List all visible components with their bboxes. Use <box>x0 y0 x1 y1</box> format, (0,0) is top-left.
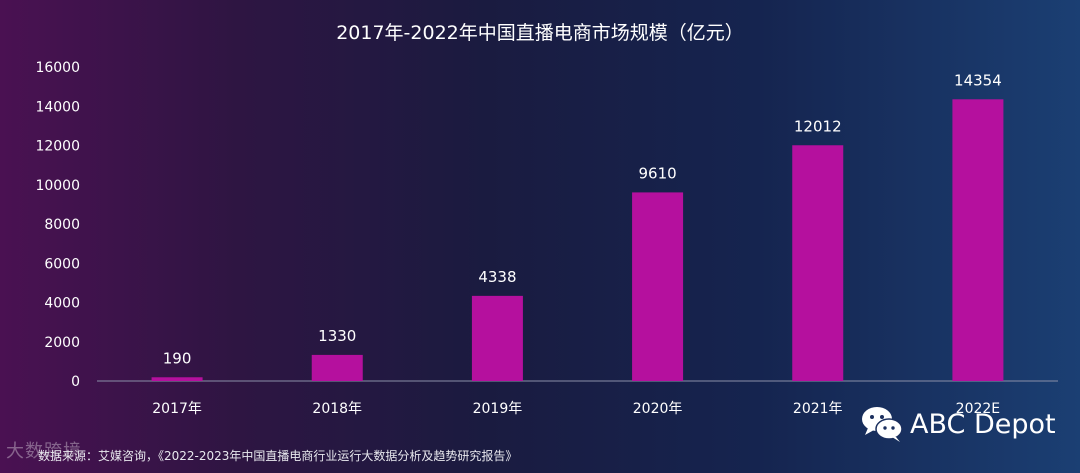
y-tick-label: 8000 <box>44 217 80 233</box>
data-label: 14354 <box>954 71 1002 89</box>
x-tick-label: 2017年 <box>152 401 202 417</box>
data-labels: 190 1330 4338 9610 12012 14354 <box>163 71 1002 367</box>
data-label: 190 <box>163 349 192 367</box>
data-label: 4338 <box>478 268 516 286</box>
bar <box>792 145 844 381</box>
brand: ABC Depot <box>860 404 1056 444</box>
data-label: 1330 <box>318 327 356 345</box>
x-tick-label: 2022E <box>956 401 1000 417</box>
x-axis-ticks: 2017年 2018年 2019年 2020年 2021年 2022E <box>152 401 1000 417</box>
chart-title: 2017年-2022年中国直播电商市场规模（亿元） <box>336 22 744 44</box>
bar <box>471 295 523 381</box>
data-label: 12012 <box>794 117 842 135</box>
y-axis-ticks: 0 2000 4000 6000 8000 10000 12000 14000 16000 <box>35 60 80 390</box>
y-tick-label: 14000 <box>35 99 80 115</box>
x-tick-label: 2021年 <box>793 401 843 417</box>
source-note: 数据来源：艾媒咨询，《2022-2023年中国直播电商行业运行大数据分析及趋势研… <box>38 449 518 463</box>
bar <box>311 354 363 381</box>
bar <box>151 377 203 381</box>
y-tick-label: 16000 <box>35 60 80 76</box>
y-tick-label: 10000 <box>35 178 80 194</box>
y-tick-label: 2000 <box>44 335 80 351</box>
y-tick-label: 12000 <box>35 139 80 155</box>
watermark: 大数跨境 <box>6 441 82 462</box>
bar <box>952 99 1004 382</box>
bar <box>632 192 684 381</box>
x-tick-label: 2018年 <box>312 401 362 417</box>
x-tick-label: 2019年 <box>473 401 523 417</box>
data-label: 9610 <box>638 164 676 182</box>
y-tick-label: 6000 <box>44 256 80 272</box>
brand-name: ABC Depot <box>910 408 1056 440</box>
bars <box>151 99 1004 382</box>
wechat-icon <box>862 407 903 442</box>
y-tick-label: 4000 <box>44 296 80 312</box>
y-tick-label: 0 <box>71 374 80 390</box>
x-tick-label: 2020年 <box>633 401 683 417</box>
